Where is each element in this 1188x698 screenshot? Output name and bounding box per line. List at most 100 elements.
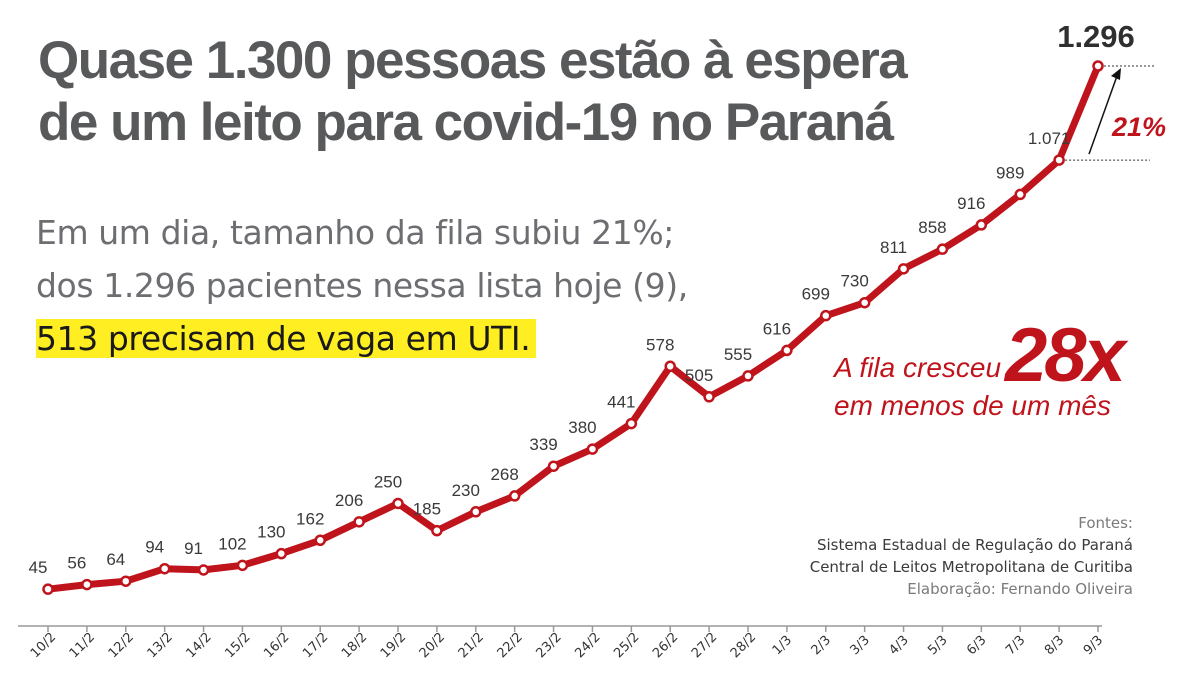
data-point xyxy=(703,391,715,403)
x-tick-label: 27/2 xyxy=(689,630,720,661)
data-point xyxy=(158,562,171,575)
x-tick-label: 9/3 xyxy=(1081,633,1106,658)
data-point xyxy=(1014,188,1026,201)
data-label: 1.071 xyxy=(1028,129,1071,148)
callout-text-1: A fila cresceu xyxy=(834,352,1002,383)
data-point xyxy=(781,344,793,357)
data-label: 916 xyxy=(957,194,985,213)
data-label: 94 xyxy=(145,538,164,557)
x-tick-label: 16/2 xyxy=(261,630,292,661)
source-2: Central de Leitos Metropolitana de Curit… xyxy=(809,558,1133,576)
data-label: 250 xyxy=(374,472,402,491)
growth-annotation: 21% xyxy=(1065,65,1166,161)
data-point xyxy=(81,578,93,591)
sources-block: Fontes: Sistema Estadual de Regulação do… xyxy=(810,512,1133,600)
x-tick-labels: 10/2 11/2 12/2 13/2 14/2 15/2 16/2 17/2 18/2 19/2… xyxy=(28,630,1106,661)
series-line xyxy=(44,62,1102,593)
data-label: 102 xyxy=(218,534,246,553)
data-point xyxy=(975,219,988,231)
data-label: 64 xyxy=(106,550,125,569)
data-label: 858 xyxy=(918,218,946,237)
x-tick-label: 4/3 xyxy=(886,633,911,658)
data-label: 555 xyxy=(724,345,752,364)
title-line-1: Quase 1.300 pessoas estão à espera xyxy=(38,31,908,90)
x-tick-label: 8/3 xyxy=(1042,633,1067,658)
x-tick-label: 11/2 xyxy=(67,630,98,661)
data-point xyxy=(547,460,560,472)
data-point xyxy=(1053,154,1065,166)
data-label: 45 xyxy=(29,558,48,577)
data-point xyxy=(275,547,288,560)
data-point xyxy=(820,309,832,322)
callout-big-number: 28x xyxy=(1005,313,1126,398)
title-line-2: de um leito para covid-19 no Paraná xyxy=(38,93,894,152)
x-tick-label: 17/2 xyxy=(300,630,331,661)
data-label: 185 xyxy=(413,500,441,519)
x-tick-label: 1/3 xyxy=(770,633,795,658)
x-tick-label: 2/3 xyxy=(809,633,834,658)
source-1: Sistema Estadual de Regulação do Paraná xyxy=(816,536,1133,554)
data-point xyxy=(742,370,754,382)
data-label: 578 xyxy=(646,335,674,354)
x-tick-label: 18/2 xyxy=(339,630,370,661)
growth-arrow-head xyxy=(1111,68,1121,80)
subtitle: Em um dia, tamanho da fila subiu 21%; do… xyxy=(36,206,688,365)
x-tick-label: 7/3 xyxy=(1003,633,1028,658)
x-tick-label: 13/2 xyxy=(145,630,176,661)
data-point xyxy=(1092,60,1104,72)
data-label: 56 xyxy=(67,554,86,573)
x-tick-label: 21/2 xyxy=(456,630,487,661)
data-point xyxy=(508,490,521,502)
data-label: 811 xyxy=(880,238,907,257)
page-title: Quase 1.300 pessoas estão à espera de um… xyxy=(38,30,908,154)
data-label: 1.296 xyxy=(1057,19,1135,54)
data-label: 505 xyxy=(685,366,713,385)
data-label: 699 xyxy=(802,285,830,304)
data-label: 130 xyxy=(257,523,285,542)
growth-label: 21% xyxy=(1111,112,1166,142)
data-point xyxy=(197,564,210,576)
x-tick-label: 25/2 xyxy=(611,630,642,661)
data-point xyxy=(936,243,949,255)
data-label: 441 xyxy=(607,393,635,412)
sources-heading: Fontes: xyxy=(1078,514,1133,532)
x-tick-label: 24/2 xyxy=(572,630,603,661)
x-tick-label: 10/2 xyxy=(28,630,59,661)
data-labels: 45 56 64 94 91 102 130 162 206 250 185 230 268 339 380… xyxy=(29,19,1135,577)
callout-text-2: em menos de um mês xyxy=(834,390,1111,421)
growth-arrow xyxy=(1088,75,1118,155)
data-label: 989 xyxy=(996,163,1024,182)
data-point xyxy=(431,524,443,537)
data-point xyxy=(236,559,249,572)
credit: Elaboração: Fernando Oliveira xyxy=(907,580,1133,598)
data-label: 730 xyxy=(840,272,868,291)
data-label: 339 xyxy=(529,435,557,454)
x-tick-label: 22/2 xyxy=(495,630,526,661)
data-label: 268 xyxy=(490,465,518,484)
data-label: 616 xyxy=(763,319,791,338)
data-label: 162 xyxy=(296,509,324,528)
x-tick-label: 14/2 xyxy=(183,630,214,661)
x-tick-label: 23/2 xyxy=(533,630,564,661)
data-point xyxy=(353,516,365,528)
subtitle-line-1: Em um dia, tamanho da fila subiu 21%; xyxy=(36,213,675,252)
x-tick-label: 19/2 xyxy=(378,630,409,661)
data-point xyxy=(858,296,871,309)
x-tick-label: 6/3 xyxy=(964,633,989,658)
data-label: 91 xyxy=(184,539,203,558)
x-tick-label: 12/2 xyxy=(106,630,137,661)
data-points xyxy=(42,60,1104,595)
x-tick-label: 15/2 xyxy=(222,630,253,661)
growth-callout: A fila cresceu28x em menos de um mês xyxy=(834,318,1134,429)
subtitle-line-2: dos 1.296 pacientes nessa lista hoje (9)… xyxy=(36,266,688,305)
data-point xyxy=(392,497,404,510)
data-label: 230 xyxy=(452,481,480,500)
x-tick-label: 5/3 xyxy=(925,633,950,658)
series-line-layer xyxy=(44,62,1102,593)
x-axis xyxy=(18,625,1102,632)
data-label: 380 xyxy=(568,418,596,437)
data-point xyxy=(586,443,599,455)
data-point xyxy=(470,506,482,518)
data-label: 206 xyxy=(335,491,363,510)
